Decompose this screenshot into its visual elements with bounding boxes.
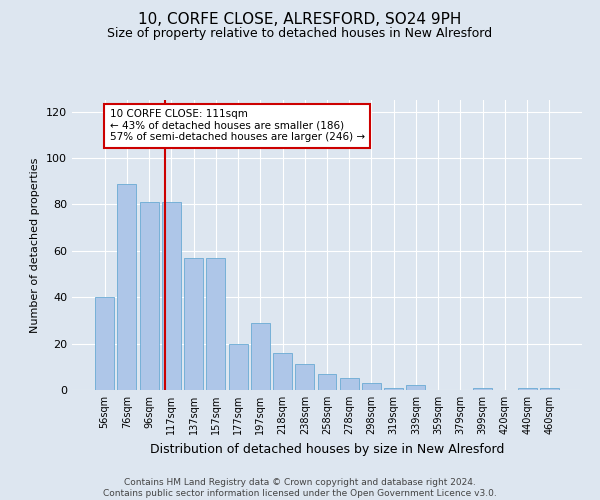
- Text: Contains HM Land Registry data © Crown copyright and database right 2024.
Contai: Contains HM Land Registry data © Crown c…: [103, 478, 497, 498]
- Bar: [473, 388, 492, 390]
- Y-axis label: Number of detached properties: Number of detached properties: [31, 158, 40, 332]
- Bar: [295, 364, 314, 390]
- Bar: [251, 322, 270, 390]
- Bar: [273, 353, 292, 390]
- Text: 10, CORFE CLOSE, ALRESFORD, SO24 9PH: 10, CORFE CLOSE, ALRESFORD, SO24 9PH: [139, 12, 461, 28]
- Bar: [518, 388, 536, 390]
- Bar: [118, 184, 136, 390]
- Bar: [340, 378, 359, 390]
- Text: 10 CORFE CLOSE: 111sqm
← 43% of detached houses are smaller (186)
57% of semi-de: 10 CORFE CLOSE: 111sqm ← 43% of detached…: [110, 110, 365, 142]
- Bar: [184, 258, 203, 390]
- Bar: [406, 386, 425, 390]
- X-axis label: Distribution of detached houses by size in New Alresford: Distribution of detached houses by size …: [150, 442, 504, 456]
- Bar: [317, 374, 337, 390]
- Bar: [384, 388, 403, 390]
- Bar: [362, 383, 381, 390]
- Bar: [162, 202, 181, 390]
- Text: Size of property relative to detached houses in New Alresford: Size of property relative to detached ho…: [107, 28, 493, 40]
- Bar: [229, 344, 248, 390]
- Bar: [95, 297, 114, 390]
- Bar: [140, 202, 158, 390]
- Bar: [540, 388, 559, 390]
- Bar: [206, 258, 225, 390]
